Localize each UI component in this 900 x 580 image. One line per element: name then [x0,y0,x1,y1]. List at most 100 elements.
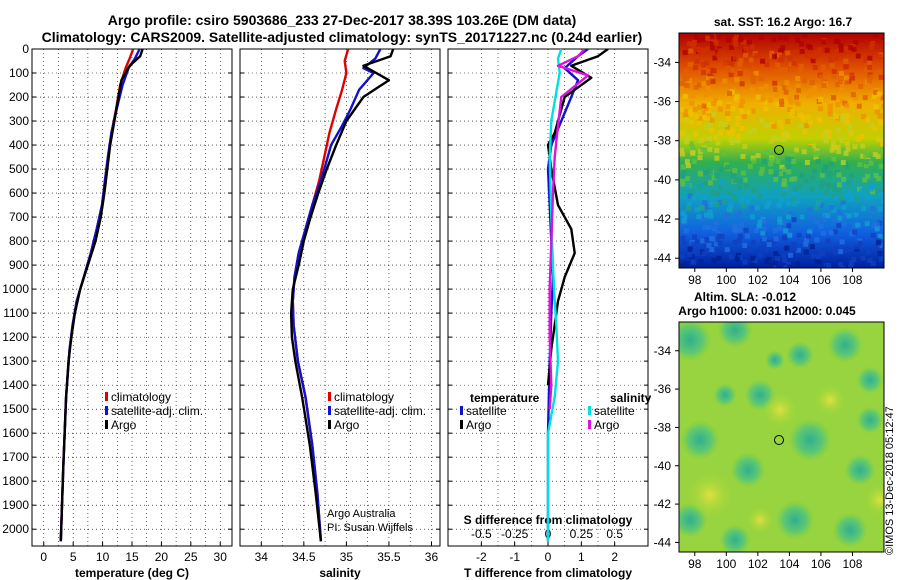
legend-swatch [588,406,591,415]
x-tick-label: 0 [545,550,552,564]
profile-panel-3: -2 -1 0 1 2-0.5 -0.25 0 0.25 0.5S difference fro… [447,48,652,580]
figure-title-line2: Climatology: CARS2009. Satellite-adjuste… [42,29,643,45]
map-y-tick-label: -44 [654,251,672,265]
y-tick-label: 1000 [2,282,29,296]
legend-title-salinity: salinity [610,391,652,405]
series-line-satellite-adj-clim- [291,49,382,542]
map-y-tick-label: -44 [654,535,672,549]
legend-swatch [105,420,108,429]
y-tick-label: 800 [9,234,29,248]
map-x-tick-label: 104 [779,273,799,287]
series-line-climatology [291,49,350,542]
legend-label: Argo [594,418,620,432]
x2-tick-label: -0.5 [471,527,492,541]
x-tick-label: -2 [476,550,487,564]
x-tick-label: 36 [425,550,439,564]
series-line-climatology [59,49,135,542]
map-x-tick-label: 106 [811,273,831,287]
x-tick-label: 10 [96,550,110,564]
x2-tick-label: -0.25 [501,527,529,541]
legend-title-temperature: temperature [470,391,540,405]
sla-heatmap [679,322,884,552]
y-tick-label: 1300 [2,354,29,368]
y-tick-label: 900 [9,258,29,272]
map-y-tick-label: -34 [654,55,672,69]
legend-label: climatology [111,390,171,404]
legend-swatch [328,392,331,401]
series-line-argo [289,49,395,542]
map-y-tick-label: -40 [654,459,672,473]
credit-argo-australia: Argo Australia [327,508,396,520]
x-tick-label: 25 [184,550,198,564]
x-tick-label: 30 [214,550,228,564]
legend-label: climatology [334,390,394,404]
map-x-tick-label: 108 [842,557,862,571]
y-tick-label: 1500 [2,402,29,416]
legend-label: satellite-adj. clim. [111,404,203,418]
credit-pi: PI: Susan Wijffels [327,522,413,534]
y-tick-label: 1900 [2,498,29,512]
map-y-tick-label: -36 [654,95,672,109]
profile-panel-1: 0100200300400500600700800900100011001200… [2,42,233,580]
map-x-tick-label: 98 [688,273,702,287]
legend-label: Argo [111,418,137,432]
legend-swatch [588,420,591,429]
map-x-tick-label: 100 [716,273,736,287]
x-tick-label: 1 [578,550,585,564]
map-x-tick-label: 98 [688,557,702,571]
map-y-tick-label: -42 [654,212,672,226]
map-x-tick-label: 100 [716,557,736,571]
x-tick-label: -1 [509,550,520,564]
map-x-tick-label: 104 [779,557,799,571]
sst-argo-location-marker [774,145,784,155]
legend-swatch [105,392,108,401]
x2-tick-label: 0.25 [570,527,594,541]
legend-label: satellite-adj. clim. [334,404,426,418]
y-tick-label: 400 [9,138,29,152]
legend-swatch [328,420,331,429]
legend-label: satellite [466,404,507,418]
x-tick-label: 20 [155,550,169,564]
x-tick-label: 15 [125,550,139,564]
map-y-tick-label: -34 [654,344,672,358]
series-line-argo [59,49,144,542]
x-axis-label: T difference from climatology [464,566,632,580]
y-tick-label: 300 [9,114,29,128]
x2-tick-label: 0.5 [606,527,623,541]
profile-panel-2: 34 34.5 35 35.5 36 salinity climatologysatelli… [239,48,441,580]
y-tick-label: 2000 [2,522,29,536]
y-tick-label: 1800 [2,474,29,488]
map-x-tick-label: 102 [748,273,768,287]
sst-map-frame [678,32,885,269]
y-tick-label: 0 [22,42,29,56]
map-y-tick-label: -40 [654,173,672,187]
map-x-tick-label: 108 [842,273,862,287]
y-tick-label: 200 [9,90,29,104]
y-tick-label: 500 [9,162,29,176]
x-tick-label: 34 [255,550,269,564]
map-y-tick-label: -36 [654,382,672,396]
x-tick-label: 2 [611,550,618,564]
sst-map-title: sat. SST: 16.2 Argo: 16.7 [714,15,853,29]
imos-stamp: ©IMOS 13-Dec-2018 05:12:47 [884,406,896,555]
y-tick-label: 100 [9,66,29,80]
sla-map-title-line2: Argo h1000: 0.031 h2000: 0.045 [678,304,856,318]
legend-swatch [460,420,463,429]
x-axis-label: temperature (deg C) [75,566,189,580]
y-tick-label: 1600 [2,426,29,440]
series-line-s-argo [548,49,590,410]
sla-map-frame [678,321,885,553]
x-axis-label: salinity [319,566,361,580]
map-y-tick-label: -38 [654,420,672,434]
sla-map-title-line1: Altim. SLA: -0.012 [694,290,796,304]
x-tick-label: 34.5 [292,550,316,564]
y-tick-label: 1700 [2,450,29,464]
x-tick-label: 5 [70,550,77,564]
legend-swatch [460,406,463,415]
y-tick-label: 1400 [2,378,29,392]
legend-label: Argo [334,418,360,432]
map-y-tick-label: -42 [654,497,672,511]
y-tick-label: 700 [9,210,29,224]
figure-title-line1: Argo profile: csiro 5903686_233 27-Dec-2… [108,12,576,28]
